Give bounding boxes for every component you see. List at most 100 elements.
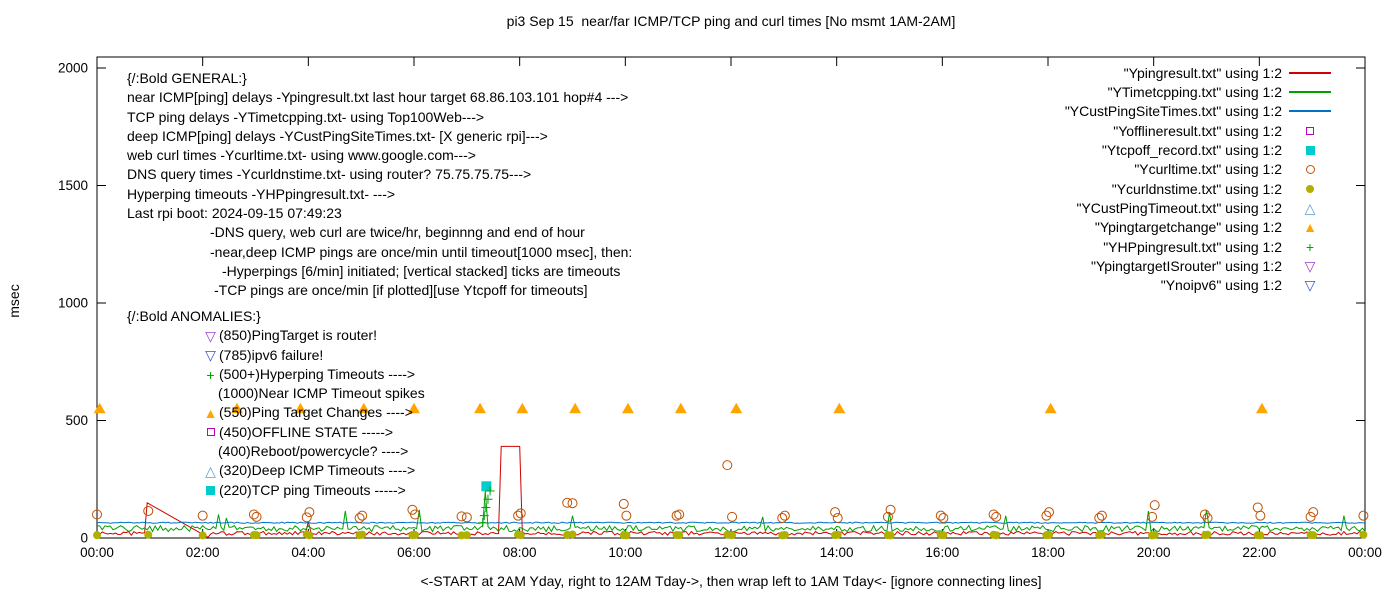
legend-row: "Ycurldnstime.txt" using 1:2 (1065, 179, 1338, 198)
legend-row: "YpingtargetISrouter" using 1:2 ▽ (1065, 256, 1338, 275)
anomaly-label: (550)Ping Target Changes ----> (219, 404, 413, 421)
point-Ycurldnstime.txt (1097, 530, 1106, 539)
legend-row: "Ypingresult.txt" using 1:2 (1065, 63, 1338, 82)
legend-row: "Ytcpoff_record.txt" using 1:2 (1065, 140, 1338, 159)
point-Ycurldnstime.txt (622, 531, 631, 540)
line-sample-icon (1289, 110, 1331, 113)
x-tick-label: 06:00 (397, 545, 431, 560)
point-Ycurltime.txt (92, 509, 102, 520)
legend-row: "YHPpingresult.txt" using 1:2 + (1065, 237, 1338, 256)
anomaly-label: (500+)Hyperping Timeouts ----> (219, 365, 416, 382)
point-Ycurldnstime.txt (992, 531, 1001, 540)
point-Ycurldnstime.txt (886, 531, 895, 540)
y-tick-label: 1000 (58, 296, 88, 311)
point-Ycurldnstime.txt (198, 531, 207, 540)
point-Ycurltime.txt (301, 512, 312, 523)
point-Ycurltime.txt (1044, 507, 1055, 518)
point-YHPpingresult.txt (479, 511, 489, 521)
legend-label: "Ycurldnstime.txt" using 1:2 (1111, 180, 1282, 197)
anomaly-row: ▲ (550)Ping Target Changes ----> (127, 403, 425, 422)
point-Ycurltime.txt (830, 507, 841, 518)
point-Ycurldnstime.txt (305, 531, 314, 540)
legend-row: "Ypingtargetchange" using 1:2 ▲ (1065, 218, 1338, 237)
point-Ycurltime.txt (988, 509, 999, 520)
anomaly-row: (1000)Near ICMP Timeout spikes (127, 384, 425, 403)
annotation-line: deep ICMP[ping] delays -YCustPingSiteTim… (127, 127, 548, 144)
point-Ycurldnstime.txt (516, 531, 525, 540)
point-Ypingtargetchange (674, 402, 687, 414)
point-Ypingtargetchange (516, 402, 529, 414)
point-Ycurltime.txt (515, 508, 526, 519)
point-Ycurltime.txt (727, 511, 738, 522)
point-Ycurldnstime.txt (411, 530, 420, 539)
point-Ycurltime.txt (461, 512, 472, 523)
point-Ycurltime.txt (567, 498, 578, 509)
annotation-anomalies-header: {/:Bold ANOMALIES:} (127, 308, 261, 324)
point-Ycurltime.txt (1199, 509, 1210, 520)
x-tick-label: 16:00 (925, 545, 959, 560)
x-tick-label: 10:00 (608, 545, 642, 560)
legend-label: "YpingtargetISrouter" using 1:2 (1090, 258, 1282, 275)
point-Ycurldnstime.txt (1150, 530, 1159, 539)
annotation-line: near ICMP[ping] delays -Ypingresult.txt … (127, 89, 629, 106)
open-square-icon (206, 428, 215, 437)
series-line-YCustPingSiteTimes.txt (96, 521, 1366, 524)
y-tick-label: 1500 (58, 178, 88, 193)
point-Ycurltime.txt (882, 511, 893, 522)
point-Ycurldnstime.txt (1309, 531, 1318, 540)
annotation-general-header: {/:Bold GENERAL:} (127, 70, 247, 86)
point-Ycurltime.txt (562, 497, 573, 508)
point-Ycurldnstime.txt (568, 530, 577, 539)
point-Ycurldnstime.txt (1045, 530, 1054, 539)
x-tick-label: 04:00 (291, 545, 325, 560)
point-Ycurltime.txt (991, 511, 1002, 522)
point-Ycurltime.txt (621, 510, 632, 521)
line-sample-icon (1289, 71, 1331, 74)
y-tick-label: 2000 (58, 61, 88, 76)
x-tick-label: 00:00 (80, 545, 114, 560)
legend-label: "Ytcpoff_record.txt" using 1:2 (1101, 142, 1282, 159)
point-Ycurldnstime.txt (252, 531, 261, 540)
annotation-line: DNS query times -Ycurldnstime.txt- using… (127, 166, 532, 183)
point-Ycurldnstime.txt (462, 531, 471, 540)
anomaly-label: (400)Reboot/powercycle? ----> (218, 443, 409, 460)
point-Ycurltime.txt (197, 510, 208, 521)
point-Ycurldnstime.txt (780, 530, 789, 539)
anomaly-row: △ (320)Deep ICMP Timeouts ----> (127, 461, 425, 480)
y-tick-label: 0 (80, 531, 88, 546)
series-line-Ypingresult.txt (96, 445, 1366, 538)
point-Ypingtargetchange (833, 402, 846, 414)
point-YHPpingresult.txt (481, 502, 491, 512)
point-Ytcpoff_record.txt (481, 481, 492, 492)
plus-icon: + (206, 366, 215, 383)
point-Ycurldnstime.txt (728, 531, 737, 540)
anomaly-row: ▽ (785)ipv6 failure! (127, 346, 425, 365)
point-Ypingtargetchange (730, 402, 743, 414)
triangle-up-filled-icon: ▲ (1303, 219, 1317, 236)
point-Ypingtargetchange (621, 402, 634, 414)
legend-label: "Ynoipv6" using 1:2 (1160, 277, 1282, 294)
line-sample-icon (1289, 91, 1331, 94)
point-Ypingtargetchange (408, 402, 420, 414)
filled-square-icon (206, 485, 215, 495)
point-Ycurltime.txt (1255, 510, 1266, 521)
triangle-down-icon: ▽ (1304, 258, 1316, 275)
filled-square-icon (1305, 145, 1315, 155)
point-Ycurltime.txt (456, 511, 467, 522)
point-Ycurltime.txt (1202, 513, 1213, 524)
point-Ypingtargetchange (294, 402, 307, 414)
anomaly-label: (785)ipv6 failure! (219, 346, 324, 363)
anomaly-row: (450)OFFLINE STATE -----> (127, 423, 425, 442)
point-Ycurldnstime.txt (93, 531, 101, 540)
point-Ycurldnstime.txt (939, 531, 948, 540)
x-tick-label: 18:00 (1031, 545, 1065, 560)
point-YHPpingresult.txt (483, 494, 493, 504)
legend-row: "Yofflineresult.txt" using 1:2 (1065, 121, 1338, 140)
x-tick-label: 20:00 (1137, 545, 1171, 560)
anomaly-label: (450)OFFLINE STATE -----> (219, 423, 394, 440)
point-Ycurldnstime.txt (675, 531, 684, 540)
x-axis-label: <-START at 2AM Yday, right to 12AM Tday-… (420, 573, 1042, 589)
point-Ycurltime.txt (354, 513, 365, 524)
